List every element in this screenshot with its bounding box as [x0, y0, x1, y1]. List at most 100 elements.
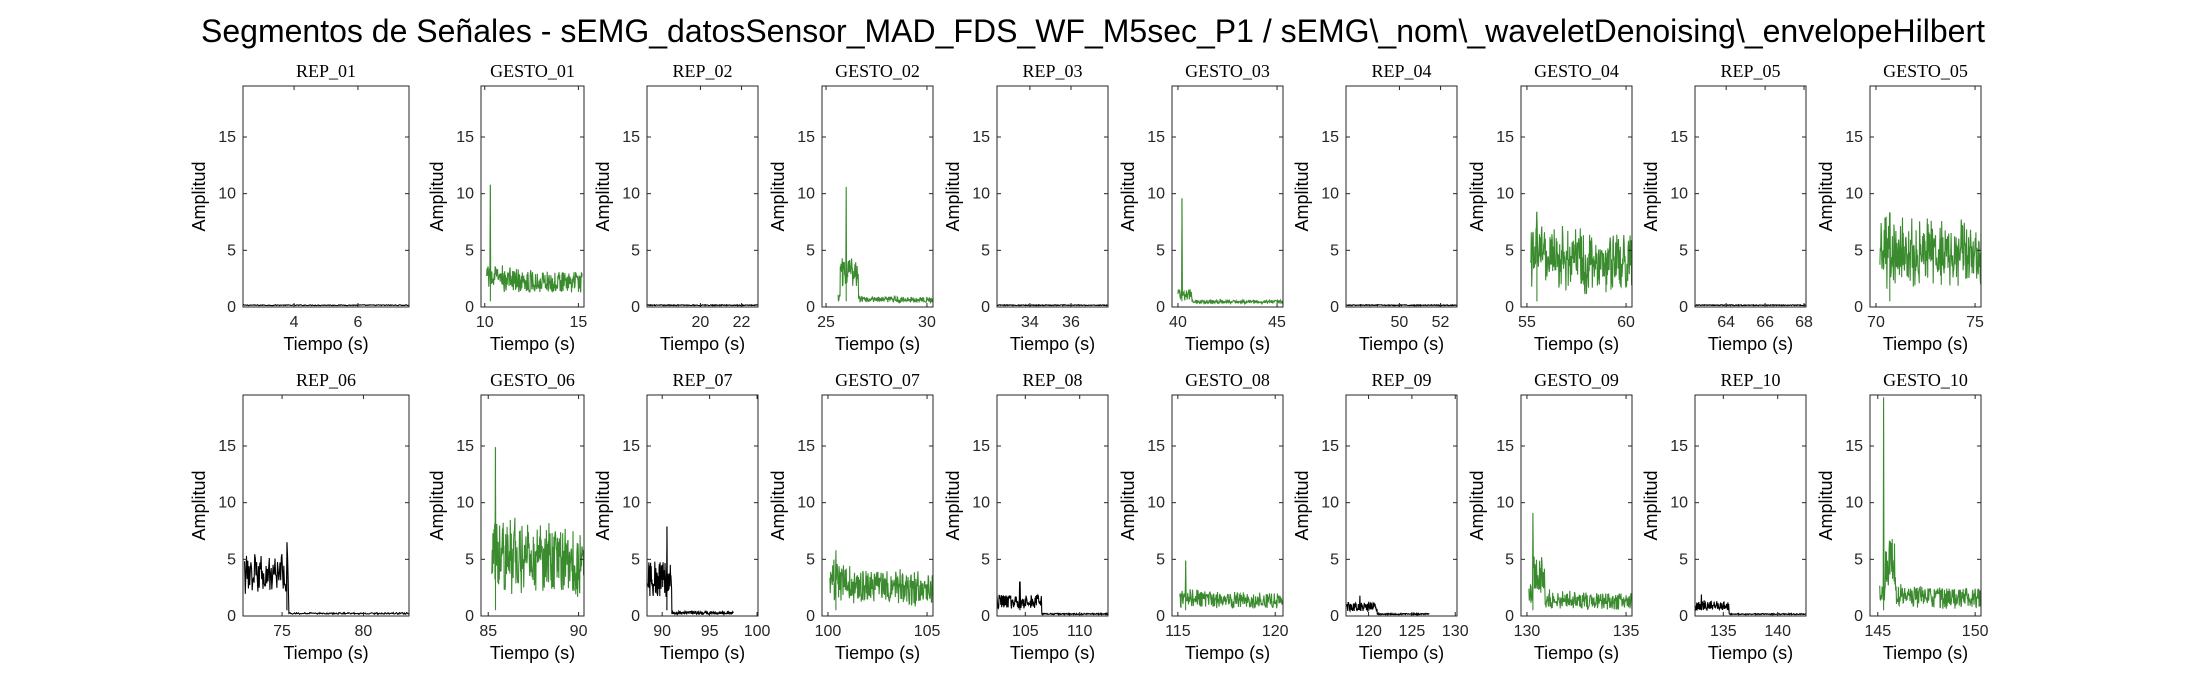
y-tick-label: 10	[1321, 495, 1339, 512]
axes-frame	[821, 394, 934, 617]
y-axis-label: Amplitud	[943, 470, 963, 540]
y-tick-label: 10	[972, 495, 990, 512]
y-tick-label: 0	[1156, 299, 1165, 316]
subplot-title: GESTO_10	[1883, 370, 1968, 390]
axes-frame	[1694, 394, 1807, 617]
y-axis-label: Amplitud	[189, 470, 209, 540]
x-axis-label: Tiempo (s)	[490, 334, 575, 354]
x-tick-label: 50	[1391, 314, 1409, 331]
subplot-title: GESTO_05	[1883, 61, 1968, 81]
y-axis-label: Amplitud	[593, 161, 613, 231]
x-axis-label: Tiempo (s)	[1708, 334, 1793, 354]
y-tick-label: 0	[981, 299, 990, 316]
y-axis-label: Amplitud	[1467, 470, 1487, 540]
signal-trace	[1530, 211, 1633, 302]
y-tick-label: 5	[1679, 242, 1688, 259]
y-tick-label: 10	[218, 495, 236, 512]
y-tick-label: 10	[622, 495, 640, 512]
x-tick-label: 20	[692, 314, 710, 331]
subplot-rep-01: REP_01 0 5 10 15 4 6 Tiempo (s) Amplitud	[189, 61, 410, 354]
y-tick-label: 0	[1854, 299, 1863, 316]
x-tick-label: 30	[918, 314, 936, 331]
y-tick-label: 15	[1321, 129, 1339, 146]
x-axis-label: Tiempo (s)	[835, 334, 920, 354]
x-tick-label: 125	[1399, 623, 1426, 640]
y-axis-label: Amplitud	[768, 161, 788, 231]
x-axis-label: Tiempo (s)	[283, 643, 368, 663]
y-tick-label: 15	[1496, 129, 1514, 146]
x-axis-label: Tiempo (s)	[1185, 643, 1270, 663]
signal-trace	[646, 303, 759, 307]
y-tick-label: 5	[1679, 551, 1688, 568]
y-tick-label: 0	[1156, 608, 1165, 625]
x-tick-label: 55	[1518, 314, 1536, 331]
signal-trace	[996, 581, 1109, 617]
y-tick-label: 10	[1321, 186, 1339, 203]
y-tick-label: 0	[631, 299, 640, 316]
signal-trace	[1528, 512, 1633, 611]
subplot-title: REP_07	[672, 370, 732, 390]
x-tick-label: 145	[1864, 623, 1891, 640]
y-tick-label: 5	[227, 551, 236, 568]
subplot-rep-04: REP_04 0 5 10 15 50 52 Tiempo (s) Amplitud	[1292, 61, 1458, 354]
axes-frame	[1171, 394, 1284, 617]
subplot-gesto-09: GESTO_09 0 5 10 15 130 135 Tiempo (s) Amplitud	[1467, 370, 1639, 663]
subplot-title: REP_03	[1022, 61, 1082, 81]
y-tick-label: 15	[1147, 129, 1165, 146]
x-axis-label: Tiempo (s)	[1534, 643, 1619, 663]
y-tick-label: 0	[1679, 299, 1688, 316]
subplot-title: REP_09	[1371, 370, 1431, 390]
x-axis-label: Tiempo (s)	[1010, 334, 1095, 354]
y-tick-label: 10	[456, 186, 474, 203]
y-tick-label: 10	[1845, 495, 1863, 512]
y-tick-label: 15	[456, 438, 474, 455]
y-tick-label: 5	[1505, 242, 1514, 259]
axes-frame	[996, 85, 1109, 308]
signal-trace	[647, 526, 734, 617]
x-tick-label: 75	[273, 623, 291, 640]
y-tick-label: 5	[1854, 242, 1863, 259]
axes-frame	[996, 394, 1109, 617]
y-tick-label: 5	[465, 551, 474, 568]
x-tick-label: 120	[1262, 623, 1289, 640]
y-tick-label: 5	[806, 242, 815, 259]
signal-trace	[829, 550, 934, 611]
subplot-title: GESTO_02	[835, 61, 920, 81]
x-tick-label: 135	[1613, 623, 1640, 640]
y-tick-label: 15	[622, 129, 640, 146]
signal-trace	[491, 447, 585, 611]
x-axis-label: Tiempo (s)	[1708, 643, 1793, 663]
axes-frame	[1345, 85, 1458, 308]
y-tick-label: 0	[465, 608, 474, 625]
x-tick-label: 40	[1169, 314, 1187, 331]
y-axis-label: Amplitud	[593, 470, 613, 540]
y-tick-label: 5	[1156, 242, 1165, 259]
y-tick-label: 0	[631, 608, 640, 625]
subplot-title: GESTO_01	[490, 61, 575, 81]
axes-frame	[1520, 394, 1633, 617]
y-tick-label: 15	[1670, 438, 1688, 455]
x-tick-label: 130	[1514, 623, 1541, 640]
signal-trace	[1346, 595, 1430, 616]
x-tick-label: 52	[1432, 314, 1450, 331]
y-tick-label: 0	[1505, 608, 1514, 625]
y-tick-label: 15	[1670, 129, 1688, 146]
y-axis-label: Amplitud	[1118, 161, 1138, 231]
y-tick-label: 10	[797, 186, 815, 203]
y-tick-label: 10	[1496, 186, 1514, 203]
subplot-gesto-06: GESTO_06 0 5 10 15 85 90 Tiempo (s) Amplitud	[427, 370, 588, 663]
subplot-title: GESTO_08	[1185, 370, 1270, 390]
figure-suptitle: Segmentos de Señales - sEMG_datosSensor_…	[201, 13, 1985, 49]
subplot-gesto-10: GESTO_10 0 5 10 15 145 150 Tiempo (s) Amplitud	[1816, 370, 1989, 663]
x-tick-label: 100	[744, 623, 771, 640]
axes-frame	[1869, 394, 1982, 617]
y-tick-label: 15	[1845, 438, 1863, 455]
x-tick-label: 115	[1165, 623, 1191, 640]
x-tick-label: 36	[1062, 314, 1080, 331]
y-axis-label: Amplitud	[943, 161, 963, 231]
subplot-gesto-07: GESTO_07 0 5 10 15 100 105 Tiempo (s) Amplitud	[768, 370, 940, 663]
x-axis-label: Tiempo (s)	[1185, 334, 1270, 354]
subplot-title: GESTO_06	[490, 370, 575, 390]
